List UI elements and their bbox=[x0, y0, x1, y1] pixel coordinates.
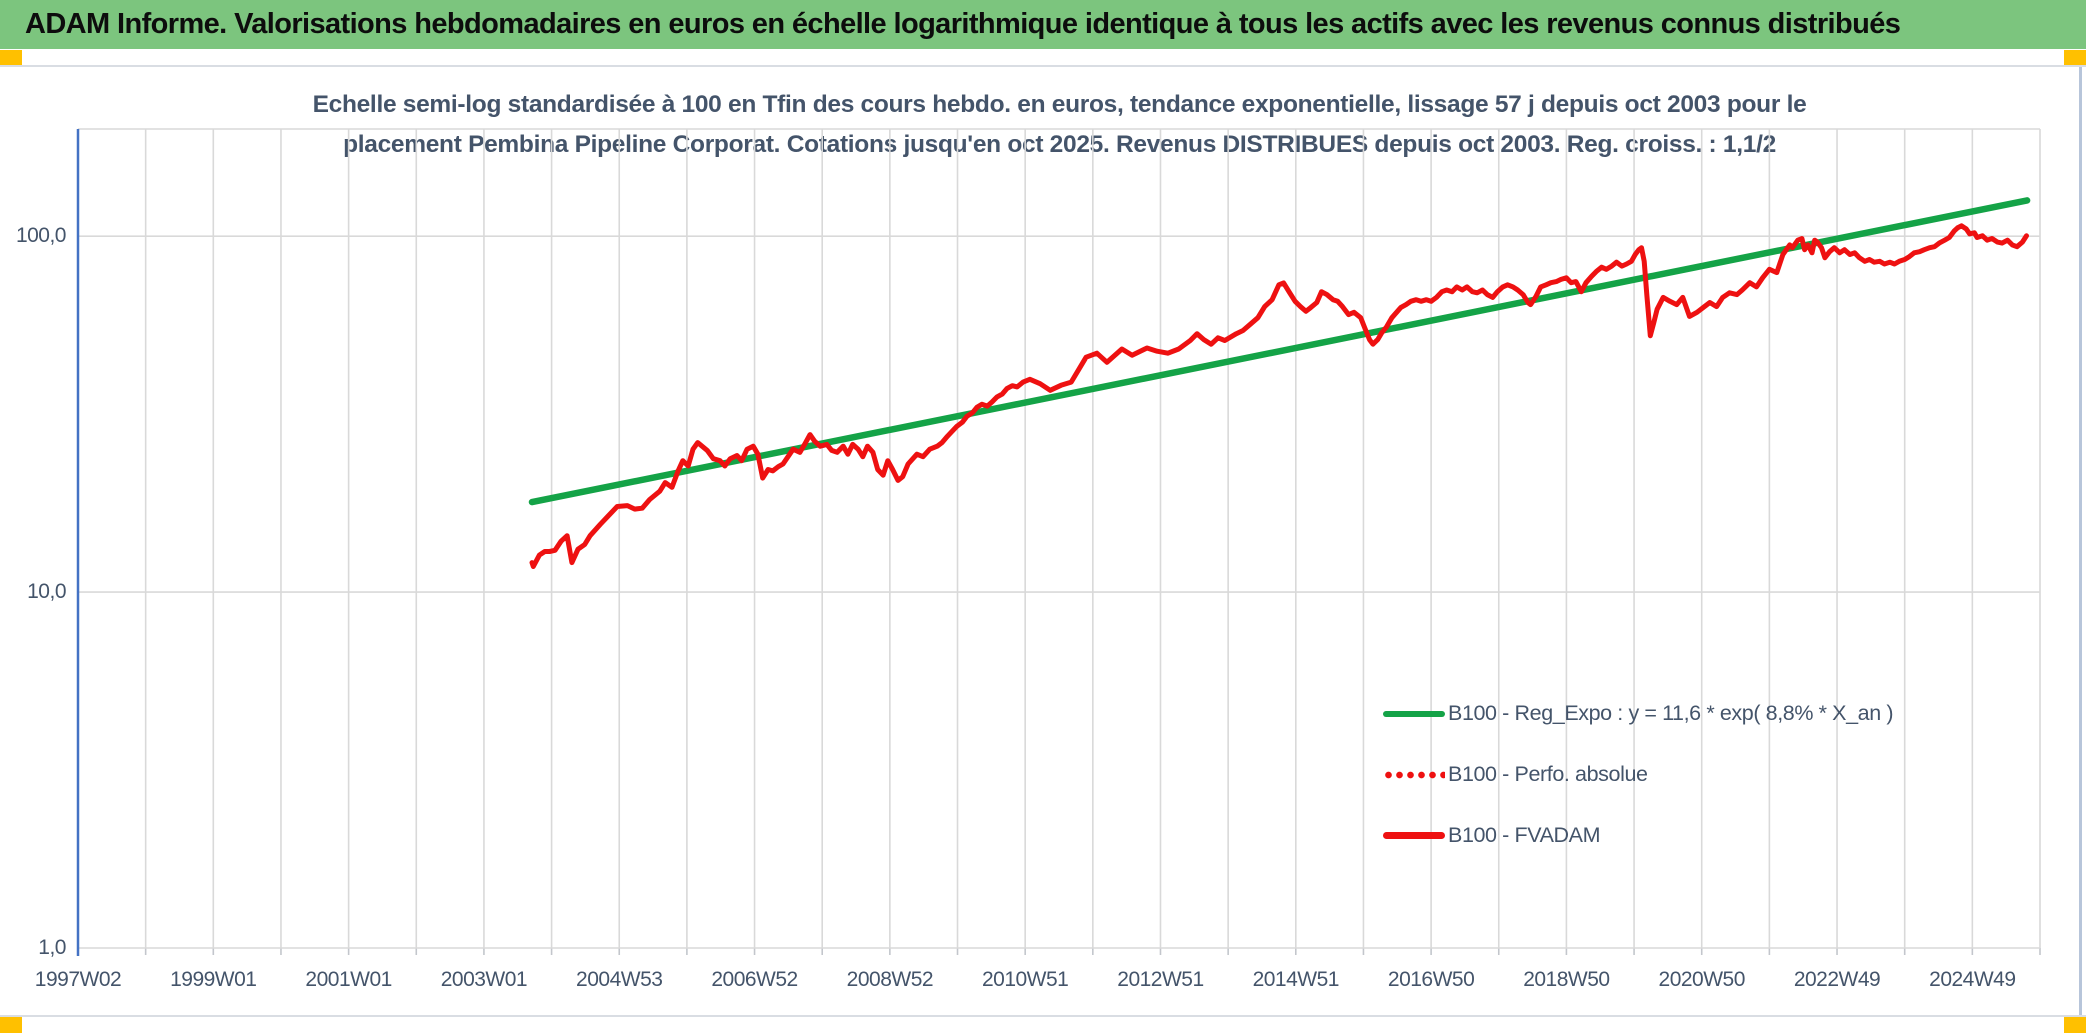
corner-marker-top-left bbox=[0, 50, 22, 66]
chart-title-line-1: Echelle semi-log standardisée à 100 en T… bbox=[312, 91, 1807, 118]
x-axis-label: 2020W50 bbox=[1658, 968, 1746, 991]
x-axis-label: 2003W01 bbox=[440, 968, 528, 991]
footer-divider-line bbox=[0, 1015, 2086, 1017]
series-b100-fvadam bbox=[529, 223, 2029, 569]
y-axis-label: 1,0 bbox=[38, 936, 66, 959]
gridlines bbox=[77, 128, 2041, 955]
x-axis-label: 2014W51 bbox=[1252, 968, 1340, 991]
x-axis-label: 2010W51 bbox=[981, 968, 1069, 991]
page-title: ADAM Informe. Valorisations hebdomadaire… bbox=[25, 8, 1901, 40]
window-title-bar: ADAM Informe. Valorisations hebdomadaire… bbox=[0, 0, 2086, 49]
chart-title-line-2: placement Pembina Pipeline Corporat. Cot… bbox=[343, 131, 1776, 158]
x-axis-label: 2024W49 bbox=[1929, 968, 2016, 991]
x-axis-label: 2006W52 bbox=[711, 968, 798, 991]
y-axis-label: 100,0 bbox=[15, 224, 67, 248]
x-axis-label: 2022W49 bbox=[1793, 968, 1881, 991]
x-axis-label: 2012W51 bbox=[1117, 968, 1204, 991]
series-b100-reg-expo bbox=[528, 197, 2031, 506]
corner-marker-bottom-left bbox=[0, 1017, 22, 1033]
legend-item: B100 - Reg_Expo : y = 11,6 * exp( 8,8% *… bbox=[1383, 683, 1894, 744]
x-axis-label: 2016W50 bbox=[1387, 968, 1475, 991]
data-series bbox=[528, 197, 2031, 569]
x-axis-label: 2008W52 bbox=[846, 968, 934, 991]
x-axis-label: 1997W02 bbox=[34, 968, 122, 991]
x-axis-label: 1999W01 bbox=[170, 968, 257, 991]
x-axis-label: 2018W50 bbox=[1523, 968, 1610, 991]
legend-label: B100 - Perfo. absolue bbox=[1448, 762, 1648, 786]
chart-title: Echelle semi-log standardisée à 100 en T… bbox=[79, 85, 2040, 165]
legend-line-sample-solid-thick bbox=[1383, 832, 1445, 839]
y-axis-label: 10,0 bbox=[27, 580, 66, 604]
legend-item: B100 - Perfo. absolue bbox=[1383, 744, 1893, 805]
header-divider-line bbox=[0, 65, 2086, 67]
legend-item: B100 - FVADAM bbox=[1383, 805, 1893, 866]
x-axis-label: 2004W53 bbox=[576, 968, 663, 991]
legend-line-sample-solid bbox=[1383, 710, 1445, 717]
corner-marker-bottom-right bbox=[2064, 1017, 2086, 1033]
x-axis-label: 2001W01 bbox=[305, 968, 392, 991]
window-right-border bbox=[2079, 67, 2082, 1015]
chart-legend: B100 - Reg_Expo : y = 11,6 * exp( 8,8% *… bbox=[1383, 683, 1894, 866]
legend-label: B100 - Reg_Expo : y = 11,6 * exp( 8,8% *… bbox=[1448, 701, 1894, 725]
legend-label: B100 - FVADAM bbox=[1448, 823, 1601, 847]
legend-line-sample-dotted bbox=[1383, 770, 1445, 779]
corner-marker-top-right bbox=[2064, 50, 2086, 66]
